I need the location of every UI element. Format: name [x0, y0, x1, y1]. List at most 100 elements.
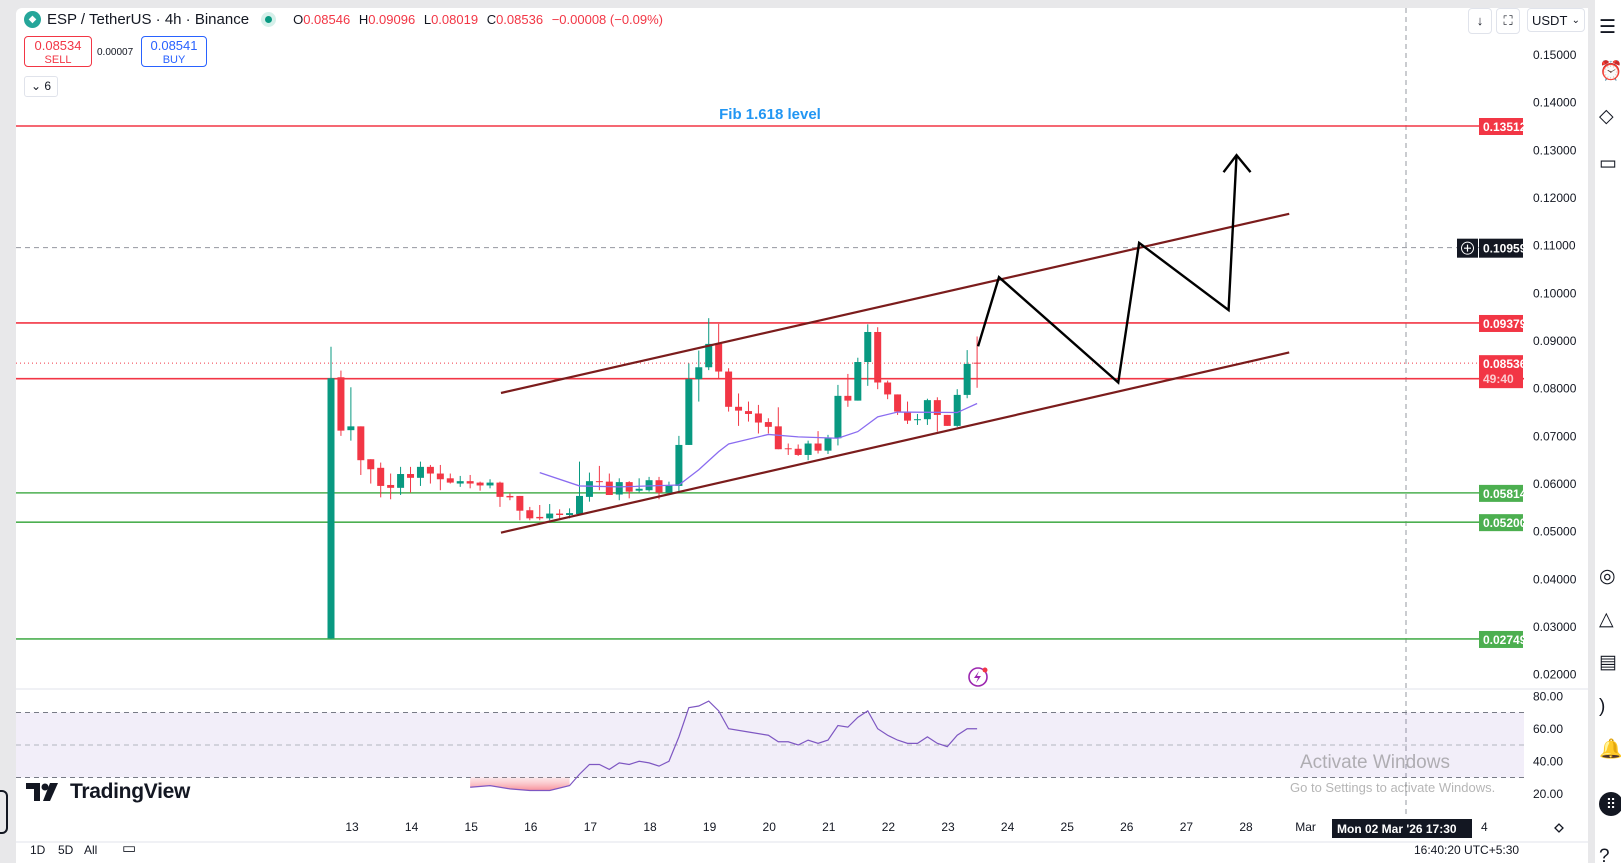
market-open-icon: [261, 12, 277, 27]
candle-body: [824, 438, 832, 451]
help-icon[interactable]: ?: [1599, 846, 1610, 863]
rsi-tick-label: 80.00: [1533, 689, 1563, 703]
candle: [725, 368, 733, 412]
candle: [615, 478, 623, 501]
candle-body: [943, 414, 951, 426]
symbol-logo-icon: ◆: [24, 11, 41, 28]
candle-body: [814, 443, 822, 451]
candle-body: [635, 488, 643, 491]
candle: [456, 475, 464, 487]
price-level-tag-bg: [1479, 314, 1523, 332]
candle-body: [546, 513, 554, 519]
candle-body: [884, 382, 892, 395]
fullscreen-button[interactable]: ⛶: [1496, 8, 1520, 34]
candle-body: [953, 394, 961, 426]
candle-body: [496, 482, 504, 497]
candle: [516, 495, 524, 521]
time-tick-label: 15: [465, 820, 479, 834]
candle-body: [645, 480, 653, 491]
time-tick-label: 20: [763, 820, 777, 834]
candle: [496, 481, 504, 507]
rsi-pane[interactable]: [16, 700, 1524, 792]
projection-arrowhead: [1222, 153, 1252, 173]
candle-body: [466, 481, 474, 484]
activate-windows-subtext: Go to Settings to activate Windows.: [1290, 780, 1496, 795]
watchlist-icon[interactable]: ☰: [1599, 17, 1617, 38]
time-tick-label: 18: [643, 820, 657, 834]
candle-body: [904, 411, 912, 421]
moving-average-line: [539, 402, 978, 488]
time-tick-label: 4: [1481, 820, 1488, 834]
candle-body: [864, 331, 872, 363]
bottom-toolbar: 1D 5D All ▭ 16:40:20 UTC+5:30: [16, 840, 1588, 863]
candle: [715, 323, 723, 380]
indicators-toggle-button[interactable]: ⌄ 6: [24, 76, 58, 97]
candle-body: [784, 448, 792, 450]
candle: [576, 461, 583, 516]
candle-body: [397, 474, 405, 488]
broadcast-icon[interactable]: ): [1599, 696, 1606, 717]
candle: [635, 478, 643, 493]
price-tick-label: 0.03000: [1533, 620, 1577, 634]
candle: [357, 426, 365, 475]
candle: [804, 440, 812, 461]
chat-icon[interactable]: ▭: [1599, 153, 1617, 174]
rsi-tick-label: 20.00: [1533, 787, 1563, 801]
price-axis[interactable]: [16, 8, 1588, 843]
sell-button[interactable]: 0.08534 SELL: [24, 36, 92, 67]
candle-body: [675, 444, 683, 486]
rsi-oversold-fill: [470, 777, 570, 791]
price-tick-label: 0.04000: [1533, 572, 1577, 586]
apps-grid-icon[interactable]: ⠿: [1599, 792, 1621, 816]
alarm-clock-icon[interactable]: ⏰: [1599, 61, 1621, 82]
price-tick-label: 0.02000: [1533, 668, 1577, 682]
candle: [913, 413, 921, 425]
candle: [466, 474, 474, 489]
chart-frame: [16, 8, 1588, 863]
candle-body: [526, 510, 534, 519]
layers-icon[interactable]: ◇: [1599, 106, 1614, 127]
activate-windows-watermark: Activate Windows: [1300, 752, 1450, 773]
target-icon[interactable]: ◎: [1599, 566, 1616, 587]
candle: [367, 459, 375, 484]
candle: [754, 404, 762, 434]
right-toolbar: ☰ ⏰ ◇ ▭ ◎ △ ▤ ) 🔔 ⠿ ?: [1595, 0, 1621, 863]
axis-settings-icon: [1554, 823, 1564, 833]
candle-body: [407, 474, 415, 478]
currency-dropdown[interactable]: USDT ⌄: [1527, 8, 1585, 32]
calendar-icon[interactable]: ▭: [122, 840, 137, 857]
buy-button[interactable]: 0.08541 BUY: [141, 36, 207, 67]
symbol-title[interactable]: ESP / TetherUS · 4h · Binance: [47, 11, 250, 28]
rsi-tick-label: 60.00: [1533, 722, 1563, 736]
candle: [963, 350, 971, 399]
candle-body: [337, 377, 345, 431]
rsi-line: [470, 700, 978, 792]
candle: [605, 473, 613, 495]
price-level-tag-bg: [1479, 118, 1523, 135]
candle-body: [387, 484, 395, 488]
time-tick-label: 13: [345, 820, 359, 834]
candle: [774, 407, 782, 450]
candle: [486, 479, 494, 489]
main-pane[interactable]: Fib 1.618 level: [16, 106, 1524, 687]
time-tick-label: Mar: [1295, 820, 1316, 834]
clock-timezone[interactable]: 16:40:20 UTC+5:30: [1414, 843, 1520, 857]
candle: [744, 401, 752, 422]
range-5d-button[interactable]: 5D: [58, 843, 74, 857]
candle-body: [486, 482, 494, 486]
price-level-tag-bg: [1479, 630, 1523, 648]
candle: [794, 444, 802, 456]
pattern-icon[interactable]: △: [1599, 609, 1614, 630]
range-1d-button[interactable]: 1D: [30, 843, 46, 857]
axes: 0.15000 0.14000 0.13000 0.12000 0.11000 0.100…: [345, 48, 1577, 838]
calendar-icon[interactable]: ▤: [1599, 652, 1617, 673]
candle: [854, 357, 862, 401]
price-tick-label: 0.13000: [1533, 143, 1577, 157]
scroll-to-latest-button[interactable]: ↓: [1468, 8, 1492, 34]
range-all-button[interactable]: All: [84, 843, 98, 857]
price-level-tag-bg: [1479, 514, 1523, 532]
left-toolbar-edge-button[interactable]: [0, 790, 8, 834]
bell-icon[interactable]: 🔔: [1599, 739, 1621, 760]
